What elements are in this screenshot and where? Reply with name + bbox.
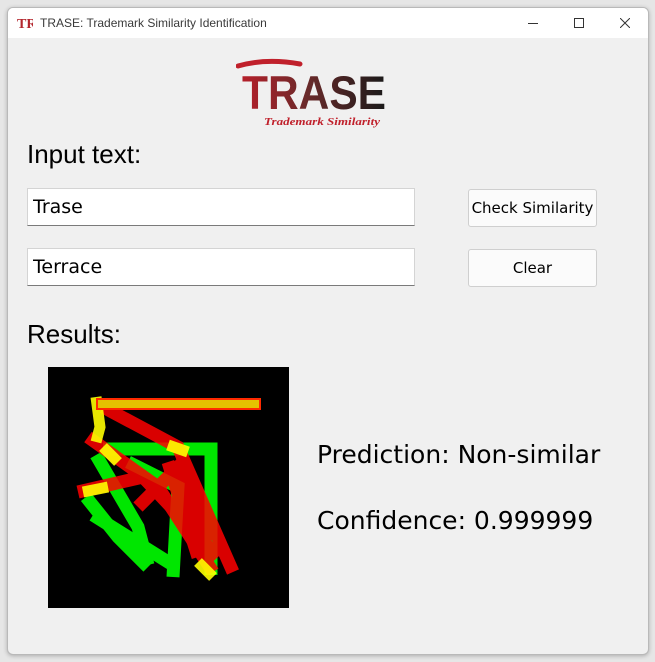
app-icon: TR — [17, 17, 33, 31]
check-similarity-button[interactable]: Check Similarity — [468, 189, 597, 227]
app-window: TR TRASE: Trademark Similarity Identific… — [7, 7, 649, 655]
window-controls — [510, 8, 648, 38]
maximize-button[interactable] — [556, 8, 602, 38]
maximize-icon — [574, 18, 584, 28]
text-input-2[interactable] — [27, 248, 415, 286]
title-bar: TR TRASE: Trademark Similarity Identific… — [8, 8, 648, 38]
close-button[interactable] — [602, 8, 648, 38]
logo-tagline: Trademark Similarity — [264, 116, 380, 128]
minimize-button[interactable] — [510, 8, 556, 38]
minimize-icon — [528, 23, 538, 24]
text-input-1[interactable] — [27, 188, 415, 226]
similarity-visualization-image — [48, 367, 289, 608]
results-heading: Results: — [27, 319, 121, 349]
input-text-heading: Input text: — [27, 139, 142, 169]
confidence-text: Confidence: 0.999999 — [317, 506, 594, 535]
clear-button[interactable]: Clear — [468, 249, 597, 287]
window-title: TRASE: Trademark Similarity Identificati… — [40, 16, 267, 30]
svg-text:TR: TR — [17, 17, 33, 31]
trase-logo: TRASE Trademark Similarity — [236, 58, 386, 128]
prediction-text: Prediction: Non-similar — [317, 440, 601, 469]
logo-main-text: TRASE — [242, 66, 386, 119]
close-icon — [620, 18, 630, 28]
